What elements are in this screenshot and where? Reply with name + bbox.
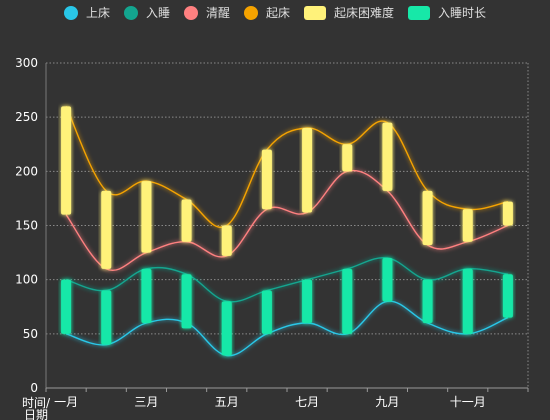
x-tick-label: 一月 (54, 395, 78, 409)
bar-sleep-latency (382, 258, 393, 302)
legend-label-wake-difficulty: 起床困难度 (334, 6, 395, 20)
legend-label-sleep-latency: 入睡时长 (438, 6, 487, 20)
bar-wake-difficulty (261, 149, 272, 210)
bar-sleep-latency (462, 268, 473, 334)
x-tick-label: 五月 (215, 395, 239, 409)
bar-wake-difficulty (61, 106, 72, 215)
legend-label-awake: 清醒 (205, 6, 230, 20)
bar-sleep-latency (302, 279, 313, 323)
bar-sleep-latency (221, 301, 232, 356)
x-tick-label: 九月 (375, 395, 399, 409)
bar-wake-difficulty (422, 190, 433, 245)
y-tick-label: 250 (15, 110, 38, 124)
range-bars (61, 106, 513, 356)
bar-wake-difficulty (101, 190, 112, 269)
legend-label-get-up: 起床 (266, 6, 291, 20)
legend-item-wake-difficulty[interactable]: 起床困难度 (304, 4, 394, 21)
y-tick-label: 0 (30, 381, 38, 395)
x-axis-title-line2: 日期 (24, 408, 48, 420)
legend-swatch-awake (183, 5, 198, 20)
bar-wake-difficulty (141, 181, 152, 253)
legend-label-bedtime: 上床 (85, 6, 110, 20)
x-tick-label: 三月 (134, 395, 158, 409)
bar-sleep-latency (261, 290, 272, 334)
legend-swatch-fall-asleep (123, 5, 138, 20)
y-tick-label: 200 (15, 164, 38, 178)
bar-sleep-latency (61, 279, 72, 334)
x-tick-label: 七月 (295, 395, 319, 409)
bar-wake-difficulty (302, 128, 313, 213)
series-line-awake (65, 169, 509, 271)
legend-swatch-get-up (244, 5, 258, 20)
bar-sleep-latency (181, 274, 192, 329)
y-tick-label: 100 (15, 273, 38, 287)
axes (45, 63, 529, 392)
bar-sleep-latency (101, 290, 112, 345)
legend-label-fall-asleep: 入睡 (145, 6, 170, 20)
bar-sleep-latency (502, 274, 513, 318)
bar-sleep-latency (422, 279, 433, 323)
series-lines (65, 106, 509, 357)
bar-sleep-latency (141, 268, 152, 323)
grid-lines (46, 62, 529, 388)
legend-item-sleep-latency[interactable]: 入睡时长 (408, 4, 486, 21)
legend-item-fall-asleep[interactable]: 入睡 (123, 4, 170, 21)
legend-item-bedtime[interactable]: 上床 (63, 4, 110, 21)
legend-item-get-up[interactable]: 起床 (244, 4, 290, 21)
bar-wake-difficulty (342, 144, 353, 172)
bar-wake-difficulty (181, 199, 192, 242)
bar-wake-difficulty (502, 201, 513, 226)
bar-wake-difficulty (221, 225, 232, 256)
axis-labels: 时间/日期 0 50 100 150 200 250 300 一月 三月 五月 七月 九月 十一月 (15, 56, 486, 420)
legend-swatch-bedtime (63, 5, 78, 20)
y-tick-label: 300 (15, 56, 38, 70)
legend-swatch-sleep-latency (408, 5, 431, 20)
legend-item-awake[interactable]: 清醒 (183, 4, 230, 21)
x-axis-title-line1: 时间/ (22, 396, 51, 410)
bar-wake-difficulty (462, 209, 473, 242)
bar-wake-difficulty (382, 122, 393, 191)
legend-swatch-wake-difficulty (304, 5, 327, 20)
x-axis-title: 时间/日期 (22, 396, 51, 420)
y-tick-label: 150 (15, 219, 38, 233)
chart-legend: 上床 入睡 清醒 起床 起床困难度 入睡时长 (0, 4, 550, 21)
series-line-get-up (65, 106, 509, 228)
x-tick-label: 十一月 (450, 395, 486, 409)
y-tick-label: 50 (23, 327, 38, 341)
bar-sleep-latency (342, 268, 353, 334)
series-line-bedtime (65, 300, 509, 357)
